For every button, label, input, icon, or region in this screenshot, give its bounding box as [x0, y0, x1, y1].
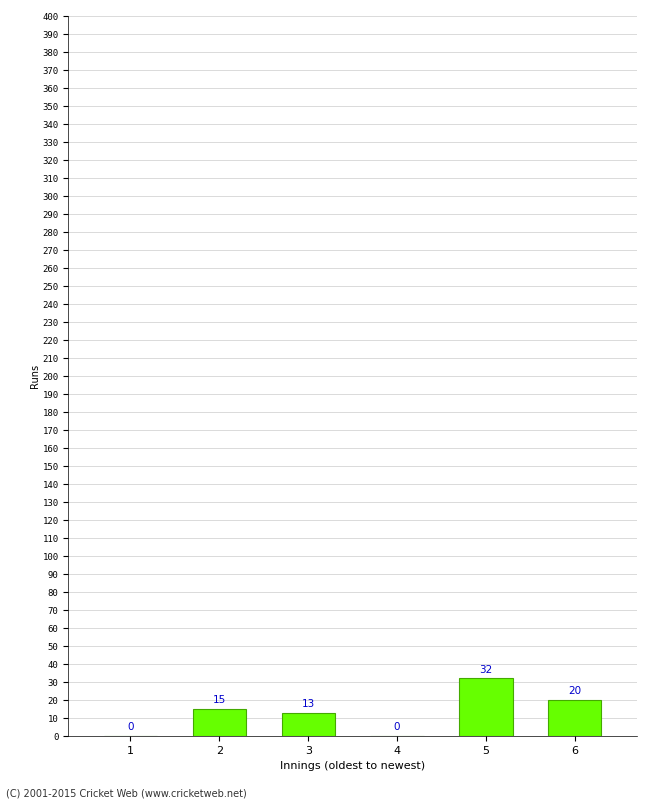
Text: 32: 32 [479, 665, 493, 675]
Text: 0: 0 [127, 722, 134, 733]
Bar [192, 709, 246, 736]
Text: 0: 0 [394, 722, 400, 733]
Text: (C) 2001-2015 Cricket Web (www.cricketweb.net): (C) 2001-2015 Cricket Web (www.cricketwe… [6, 788, 247, 798]
X-axis label: Innings (oldest to newest): Innings (oldest to newest) [280, 762, 425, 771]
Bar [281, 713, 335, 736]
Bar [548, 700, 601, 736]
Y-axis label: Runs: Runs [30, 364, 40, 388]
Text: 20: 20 [568, 686, 581, 696]
Text: 13: 13 [302, 699, 315, 709]
Text: 15: 15 [213, 695, 226, 706]
Bar [460, 678, 513, 736]
